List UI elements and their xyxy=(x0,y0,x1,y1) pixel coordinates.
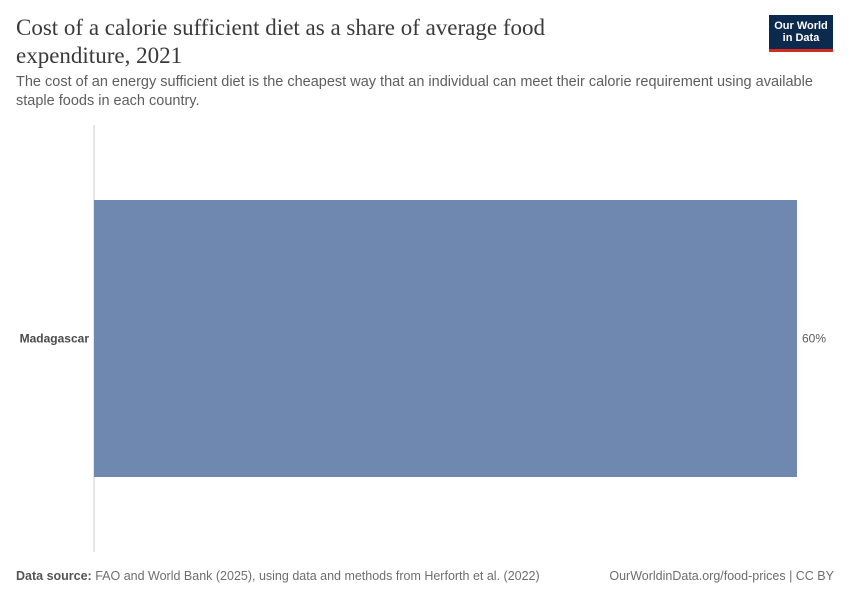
logo-line-1: Our World xyxy=(774,20,828,32)
chart-title: Cost of a calorie sufficient diet as a s… xyxy=(16,15,545,68)
data-source-label: Data source: xyxy=(16,569,92,583)
footer: Data source: FAO and World Bank (2025), … xyxy=(16,569,834,583)
source-link[interactable]: OurWorldinData.org/food-prices | CC BY xyxy=(609,569,834,583)
data-source: Data source: FAO and World Bank (2025), … xyxy=(16,569,540,583)
owid-logo[interactable]: Our World in Data xyxy=(769,15,833,52)
category-label: Madagascar xyxy=(20,332,90,346)
logo-line-2: in Data xyxy=(782,32,820,44)
bar-madagascar[interactable] xyxy=(94,200,797,477)
data-source-text: FAO and World Bank (2025), using data an… xyxy=(95,569,540,583)
value-label: 60% xyxy=(802,332,826,346)
chart-subtitle: The cost of an energy sufficient diet is… xyxy=(16,74,813,109)
